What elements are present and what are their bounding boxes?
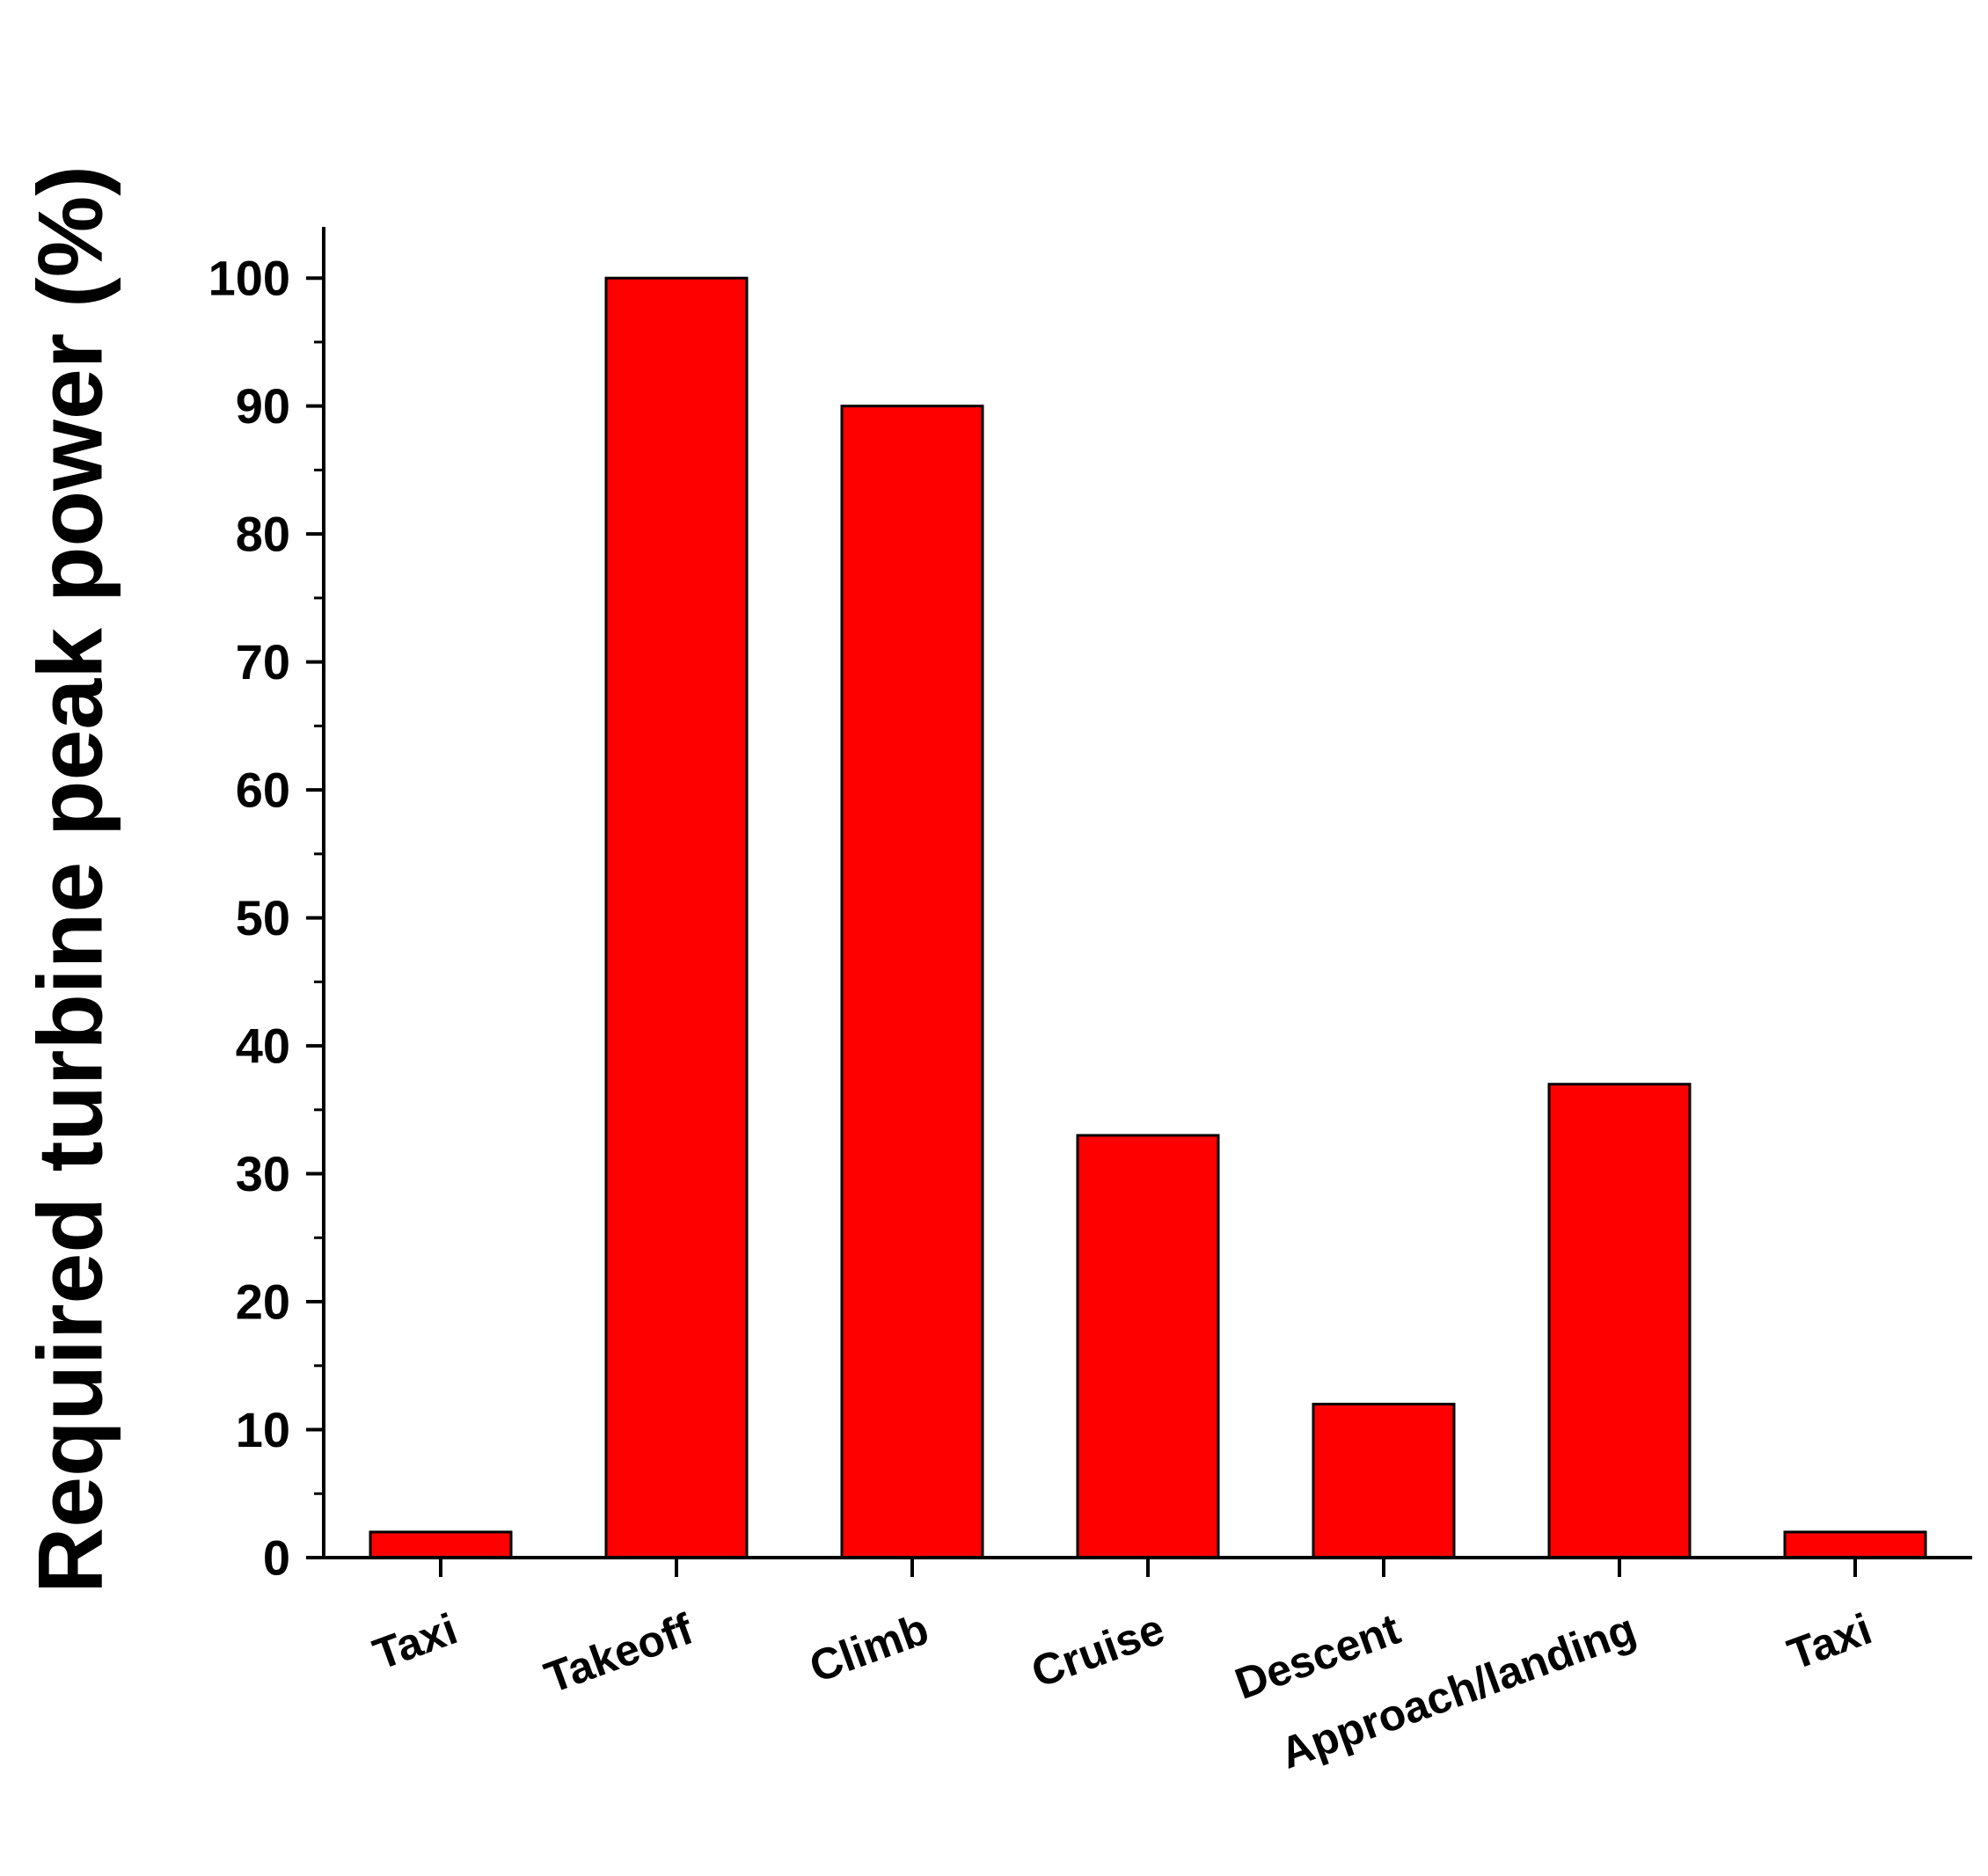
y-tick-label: 30 [236, 1146, 290, 1201]
x-tick-label: Cruise [1025, 1604, 1170, 1697]
bar-5 [1312, 1402, 1456, 1559]
bar-4 [1076, 1134, 1220, 1559]
y-tick-label: 10 [236, 1402, 290, 1457]
x-tick-label: Taxi [1781, 1604, 1878, 1680]
y-tick-label: 80 [236, 507, 290, 562]
x-tick-label: Takeoff [538, 1604, 699, 1703]
y-tick-label: 50 [236, 890, 290, 945]
bar-2 [604, 276, 749, 1559]
y-axis-title: Required turbine peak power (%) [19, 165, 121, 1594]
y-tick-label: 90 [236, 378, 290, 434]
x-tick-label: Taxi [367, 1604, 464, 1680]
bar-3 [840, 405, 984, 1559]
bar-6 [1547, 1083, 1692, 1559]
bar-7 [1783, 1530, 1927, 1559]
bar-1 [369, 1530, 513, 1559]
x-tick-label: Climb [803, 1604, 935, 1692]
y-tick-label: 70 [236, 634, 290, 690]
y-tick-label: 0 [263, 1530, 290, 1586]
y-tick-label: 20 [236, 1274, 290, 1330]
y-tick-label: 40 [236, 1018, 290, 1074]
y-tick-label: 60 [236, 763, 290, 818]
y-tick-label: 100 [208, 251, 290, 306]
